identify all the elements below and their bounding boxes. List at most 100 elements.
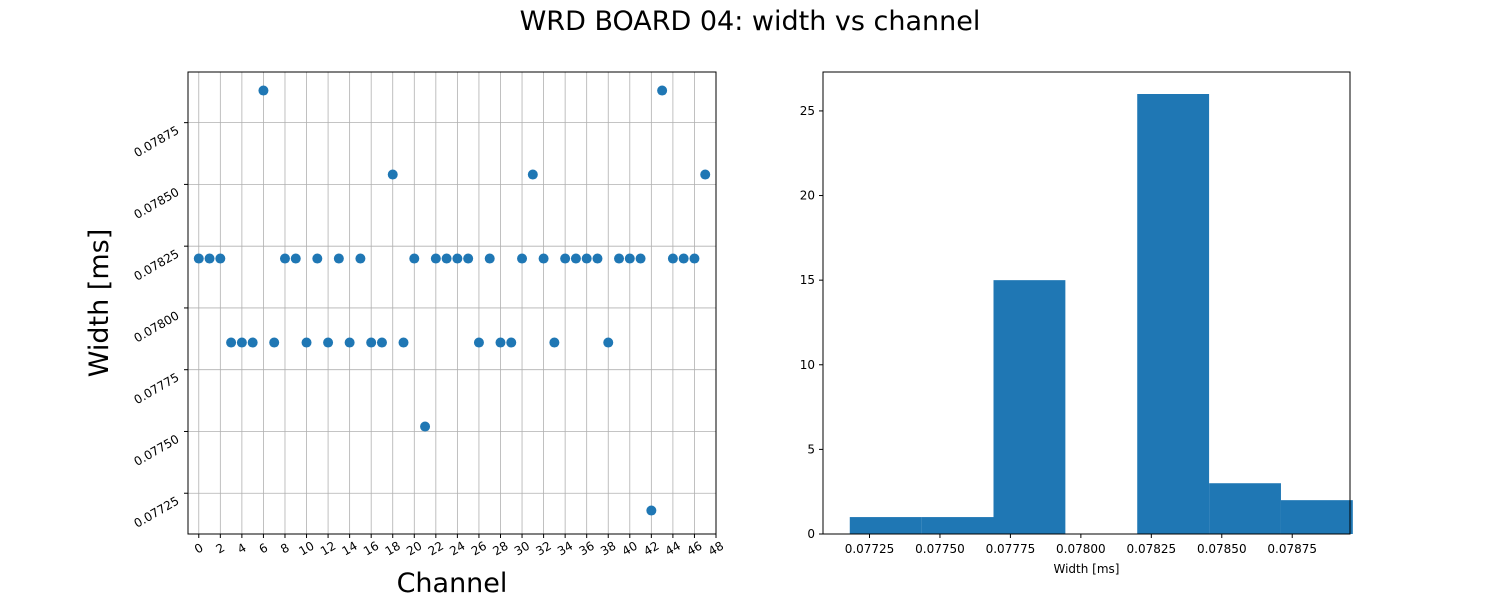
data-point <box>592 253 603 264</box>
x-tick-label: 18 <box>383 539 403 559</box>
x-tick-label: 6 <box>257 541 271 557</box>
histogram-bar <box>1280 500 1353 534</box>
data-point <box>215 253 226 264</box>
data-point <box>689 253 700 264</box>
data-point <box>323 337 334 348</box>
data-point <box>452 253 463 264</box>
histogram-bar <box>921 517 994 534</box>
x-tick-label: 30 <box>512 539 532 559</box>
data-point <box>700 169 711 180</box>
x-tick-label: 32 <box>533 539 553 559</box>
data-point <box>376 337 387 348</box>
y-tick-label: 25 <box>800 104 815 118</box>
data-point <box>527 169 538 180</box>
data-point <box>366 337 377 348</box>
x-tick-label: 0.07800 <box>1056 542 1106 556</box>
x-tick-label: 10 <box>296 539 316 559</box>
y-tick-label: 0.07825 <box>132 247 182 284</box>
histogram-bar <box>849 517 922 534</box>
data-point <box>646 505 657 516</box>
x-tick-label: 14 <box>340 539 360 559</box>
data-point <box>258 85 269 96</box>
x-axis-label: Channel <box>397 568 508 599</box>
x-tick-label: 0.07875 <box>1267 542 1317 556</box>
x-tick-label: 34 <box>555 539 575 559</box>
axes-frame <box>822 71 1351 535</box>
data-point <box>538 253 549 264</box>
data-point <box>387 169 398 180</box>
data-point <box>570 253 581 264</box>
data-point <box>603 337 614 348</box>
x-tick-label: 28 <box>490 539 510 559</box>
y-tick-label: 0 <box>807 527 815 541</box>
x-tick-label: 42 <box>641 539 661 559</box>
axes-frame <box>187 71 717 535</box>
x-tick-label: 0.07825 <box>1127 542 1177 556</box>
x-tick-label: 0.07775 <box>986 542 1036 556</box>
x-tick-label: 0.07850 <box>1197 542 1247 556</box>
x-tick-label: 24 <box>447 539 467 559</box>
x-axis-label: Width [ms] <box>1054 562 1120 576</box>
histogram-plot: 0.07725 0.07750 0.07775 0.07800 0.07825 0.078… <box>800 71 1353 576</box>
x-tick-label: 36 <box>577 539 597 559</box>
x-tick-label: 40 <box>620 539 640 559</box>
x-tick-label: 2 <box>214 541 228 557</box>
data-point <box>430 253 441 264</box>
data-point <box>657 85 668 96</box>
data-point <box>226 337 237 348</box>
y-tick-label: 0.07750 <box>132 432 182 469</box>
data-point <box>409 253 420 264</box>
data-point <box>473 337 484 348</box>
scatter-plot: 0 2 4 6 8 10 12 14 16 18 20 22 24 26 28 30 32 34 36 38 40 42 4… <box>84 71 726 599</box>
x-tick-label: 4 <box>235 541 249 557</box>
y-tick-label: 20 <box>800 189 815 203</box>
data-point <box>667 253 678 264</box>
y-tick-label: 10 <box>800 358 815 372</box>
histogram-bar <box>1137 94 1210 534</box>
x-tick-label: 20 <box>404 539 424 559</box>
data-point <box>247 337 258 348</box>
data-point <box>560 253 571 264</box>
x-tick-label: 0.07750 <box>915 542 965 556</box>
data-point <box>463 253 474 264</box>
data-point <box>398 337 409 348</box>
x-tick-label: 12 <box>318 539 338 559</box>
data-point <box>441 253 452 264</box>
data-point <box>420 421 431 432</box>
data-point <box>549 337 560 348</box>
y-axis-label: Width [ms] <box>84 229 115 377</box>
data-point <box>678 253 689 264</box>
data-point <box>193 253 204 264</box>
y-tick-label: 5 <box>807 442 815 456</box>
data-point <box>301 337 312 348</box>
data-point <box>312 253 323 264</box>
x-tick-label: 16 <box>361 539 381 559</box>
x-tick-label: 0.07725 <box>845 542 895 556</box>
data-point <box>204 253 215 264</box>
y-tick-label: 0.07875 <box>132 123 182 160</box>
data-point <box>279 253 290 264</box>
data-point <box>495 337 506 348</box>
histogram-bar <box>993 280 1066 534</box>
data-point <box>290 253 301 264</box>
data-point <box>333 253 344 264</box>
y-tick-label: 0.07800 <box>132 308 182 345</box>
data-point <box>269 337 280 348</box>
y-tick-label: 0.07775 <box>132 370 182 407</box>
data-point <box>236 337 247 348</box>
x-tick-label: 0 <box>192 541 206 557</box>
data-point <box>355 253 366 264</box>
histogram-bar <box>1209 483 1281 534</box>
y-tick-label: 0.07725 <box>132 494 182 531</box>
figure-title: WRD BOARD 04: width vs channel <box>519 6 981 37</box>
data-point <box>581 253 592 264</box>
x-tick-label: 38 <box>598 539 618 559</box>
data-point <box>344 337 355 348</box>
data-point <box>517 253 528 264</box>
x-tick-label: 44 <box>663 539 683 559</box>
x-tick-label: 48 <box>706 539 726 559</box>
x-tick-label: 46 <box>684 539 704 559</box>
data-point <box>635 253 646 264</box>
x-tick-label: 22 <box>426 539 446 559</box>
